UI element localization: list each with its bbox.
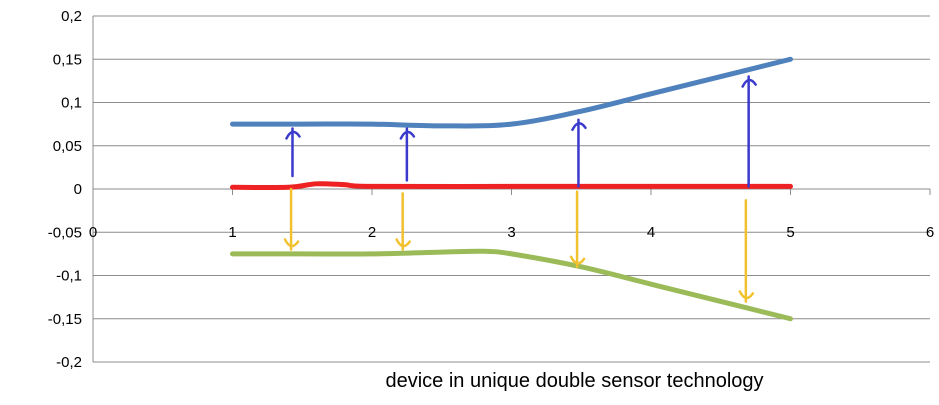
up-arrow	[399, 127, 416, 182]
arrow-head	[399, 130, 416, 140]
x-tick-label: 2	[368, 224, 376, 241]
y-tick-label: 0,15	[53, 51, 82, 68]
y-tick-labels: 0,2 0,15 0,1 0,05 0 -0,05 -0,1 -0,15 -0,2	[48, 8, 82, 371]
y-tick-label: 0,1	[61, 95, 82, 112]
y-tick-label: -0,2	[56, 354, 82, 371]
chart-caption: device in unique double sensor technolog…	[385, 370, 764, 392]
y-tick-label: -0,05	[48, 224, 82, 241]
y-tick-label: 0,05	[53, 138, 82, 155]
down-arrow	[395, 192, 411, 251]
x-tick-label: 6	[926, 224, 934, 241]
x-tick-label: 3	[507, 224, 515, 241]
arrow-head	[741, 78, 757, 88]
arrow-annotations	[283, 75, 757, 303]
x-tick-label: 1	[228, 224, 236, 241]
down-arrow	[738, 198, 755, 303]
series-line-1	[230, 56, 793, 129]
x-tick-label: 0	[89, 224, 97, 241]
arrow-head	[283, 238, 300, 248]
axes	[92, 16, 931, 362]
arrow-head	[738, 290, 755, 300]
x-tick-label: 5	[786, 224, 794, 241]
y-tick-label: -0,15	[48, 311, 82, 328]
y-tick-label: 0	[74, 181, 82, 198]
up-arrow	[285, 127, 301, 178]
x-tick-label: 4	[647, 224, 655, 241]
up-arrow	[571, 118, 587, 188]
x-tick-labels: 0 1 2 3 4 5 6	[89, 224, 934, 241]
series-lines	[230, 56, 793, 322]
y-tick-label: -0,1	[56, 268, 82, 285]
arrow-head	[569, 255, 586, 265]
down-arrow	[283, 187, 300, 251]
arrow-head	[395, 238, 411, 248]
y-tick-label: 0,2	[61, 8, 82, 25]
arrow-head	[571, 122, 587, 132]
gridlines	[93, 15, 930, 363]
arrow-head	[285, 130, 301, 140]
up-arrow	[741, 75, 757, 188]
series-line-2	[230, 181, 793, 191]
down-arrow	[569, 190, 586, 269]
series-line-3	[230, 248, 793, 322]
